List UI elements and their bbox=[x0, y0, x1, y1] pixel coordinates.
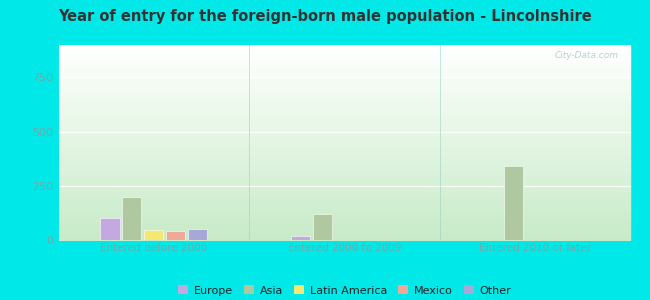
Bar bbox=[188, 229, 207, 240]
Text: City-Data.com: City-Data.com bbox=[555, 51, 619, 60]
Bar bbox=[101, 218, 120, 240]
Bar bbox=[144, 230, 163, 240]
Bar bbox=[313, 214, 332, 240]
Text: Year of entry for the foreign-born male population - Lincolnshire: Year of entry for the foreign-born male … bbox=[58, 9, 592, 24]
Legend: Europe, Asia, Latin America, Mexico, Other: Europe, Asia, Latin America, Mexico, Oth… bbox=[174, 281, 515, 300]
Bar bbox=[504, 166, 523, 240]
Bar bbox=[122, 197, 142, 240]
Bar bbox=[291, 236, 310, 240]
Bar bbox=[166, 231, 185, 240]
